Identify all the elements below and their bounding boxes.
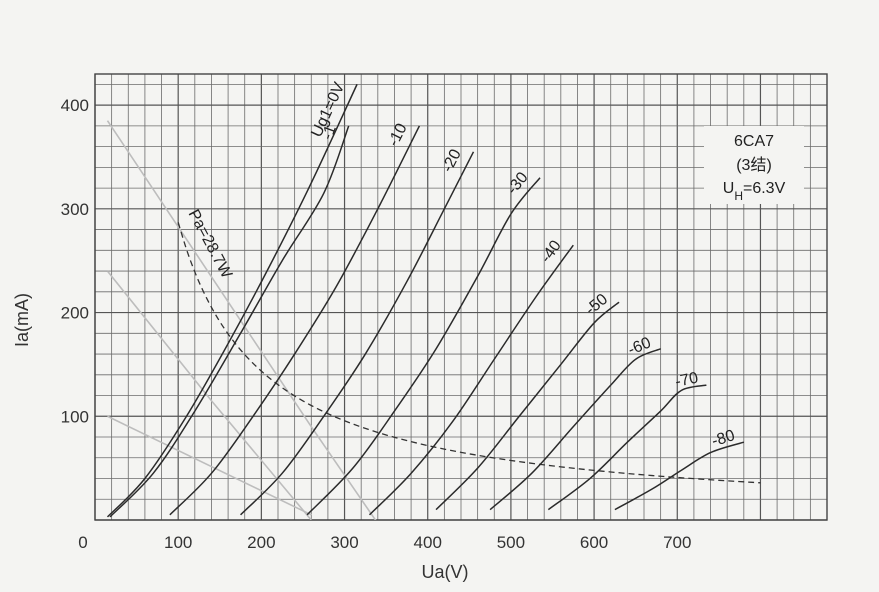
x-tick-label: 300 bbox=[330, 533, 358, 552]
series-line bbox=[240, 151, 475, 516]
y-tick-label: 400 bbox=[61, 96, 89, 115]
info-connection: (3结) bbox=[736, 156, 772, 174]
x-tick-label: 400 bbox=[414, 533, 442, 552]
load-lines bbox=[106, 120, 377, 520]
y-axis-label: Ia(mA) bbox=[12, 293, 32, 347]
load-line bbox=[107, 415, 312, 516]
series-line bbox=[489, 348, 661, 511]
x-tick-label: 0 bbox=[78, 533, 87, 552]
x-tick-label: 700 bbox=[663, 533, 691, 552]
x-tick-label: 100 bbox=[164, 533, 192, 552]
series-group: Ug1=0V-1 -10-20-30-40-50-60-70-80 bbox=[106, 80, 745, 518]
info-box: 6CA7 (3结) UH=6.3V bbox=[704, 126, 804, 204]
x-tick-label: 200 bbox=[247, 533, 275, 552]
x-tick-label: 500 bbox=[497, 533, 525, 552]
series-line bbox=[368, 244, 574, 516]
series-label: -80 bbox=[710, 427, 737, 450]
series-line bbox=[614, 441, 745, 511]
grid bbox=[94, 73, 828, 521]
plot-frame bbox=[94, 73, 828, 521]
info-tube-type: 6CA7 bbox=[734, 133, 774, 150]
series-line bbox=[435, 301, 620, 511]
load-line bbox=[106, 120, 377, 520]
info-heater-voltage: UH=6.3V bbox=[723, 180, 786, 203]
series-line bbox=[306, 177, 541, 516]
y-tick-label: 100 bbox=[61, 407, 89, 426]
y-tick-label: 200 bbox=[61, 304, 89, 323]
series-line bbox=[169, 125, 421, 516]
info-heater-value: =6.3V bbox=[743, 180, 786, 197]
y-tick-label: 300 bbox=[61, 200, 89, 219]
info-heater-sub: H bbox=[734, 189, 743, 203]
info-box-background bbox=[704, 126, 804, 204]
series-label: -70 bbox=[674, 370, 700, 391]
x-tick-label: 600 bbox=[580, 533, 608, 552]
series-line bbox=[106, 84, 358, 518]
series-line bbox=[109, 125, 350, 518]
series-label: -1 bbox=[319, 123, 340, 142]
load-line bbox=[106, 270, 312, 520]
x-axis-label: Ua(V) bbox=[421, 562, 468, 582]
series-line bbox=[547, 384, 707, 511]
tick-labels: 0 100 200 300 400 500 600 700 100 200 300 400 bbox=[61, 96, 692, 552]
info-heater-u: U bbox=[723, 180, 735, 197]
